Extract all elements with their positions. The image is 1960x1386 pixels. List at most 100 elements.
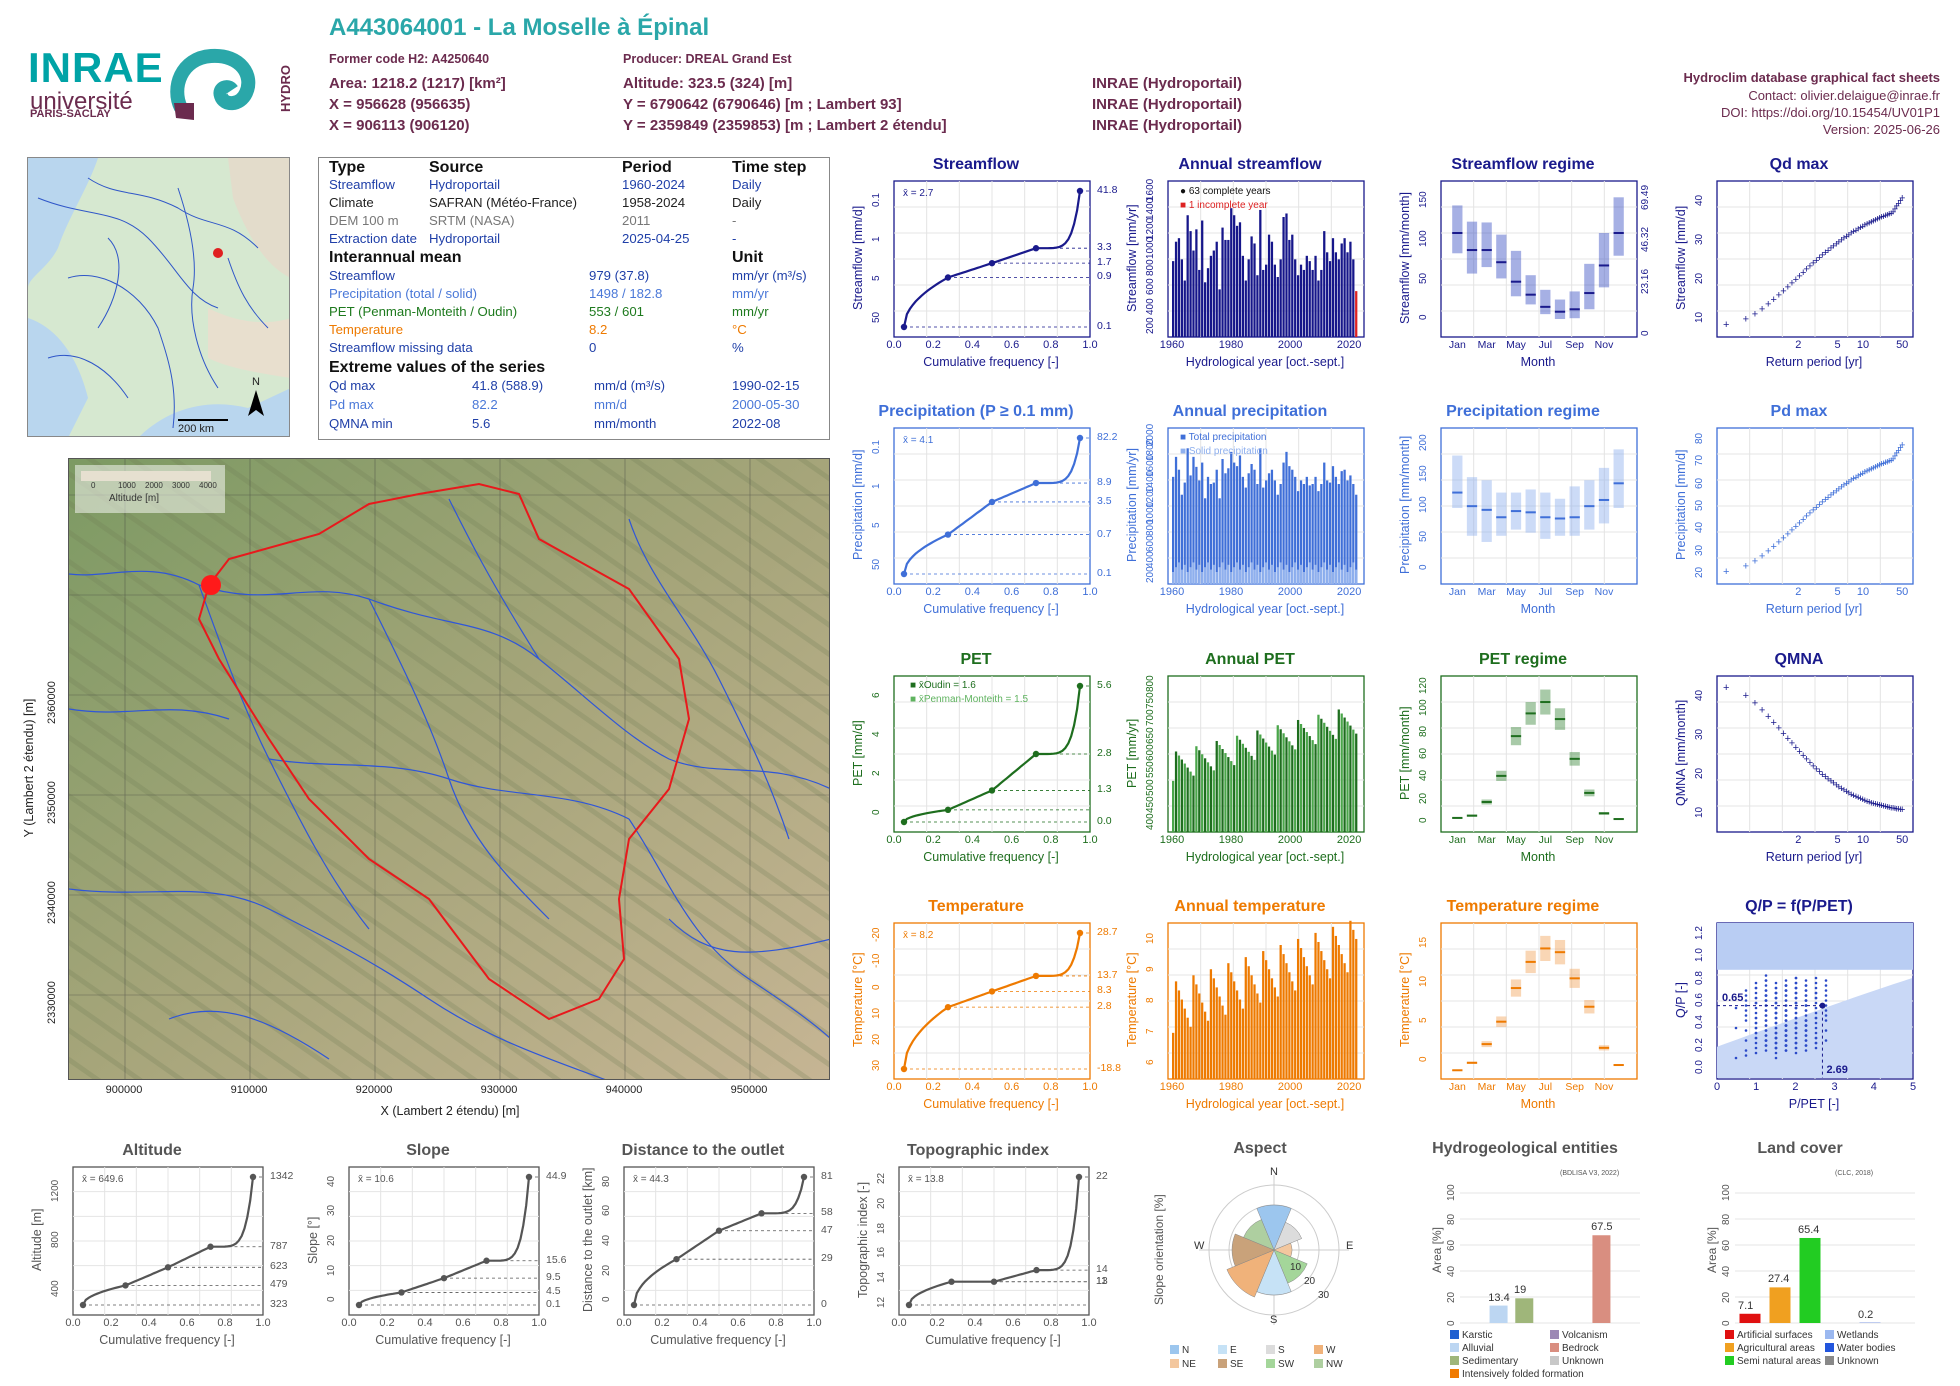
plot-area: [1167, 180, 1365, 338]
qp-point: [1784, 1014, 1788, 1017]
qp-point: [1814, 981, 1818, 985]
rp-point: +: [1855, 470, 1861, 482]
y-tick: 100: [1418, 230, 1429, 247]
plot-area: [893, 675, 1091, 833]
x-tick: Jul: [1538, 339, 1553, 351]
rp-point: +: [1765, 711, 1771, 723]
legend-solid: ■ Solid precipitation: [1180, 446, 1268, 457]
annual-bar: [1285, 963, 1288, 1079]
qp-point: [1764, 1034, 1768, 1037]
interannual-label: Streamflow: [329, 268, 395, 283]
map-x-label: X (Lambert 2 étendu) [m]: [380, 1104, 520, 1118]
x-tick: 0.8: [1043, 1317, 1059, 1329]
qp-point: [1794, 1011, 1798, 1015]
map-y-tick: 2330000: [46, 981, 58, 1024]
rp-point: +: [1890, 453, 1896, 465]
qp-point: [1774, 986, 1778, 990]
annual-bar: [1311, 984, 1314, 1079]
qp-point: [1794, 1006, 1798, 1010]
qp-point: [1754, 986, 1758, 990]
x-tick: Mar: [1477, 1081, 1496, 1093]
annual-bar: [1282, 733, 1285, 832]
annual-bar: [1241, 476, 1245, 584]
rp-point: +: [1878, 459, 1884, 471]
rp-point: +: [1743, 690, 1749, 702]
qp-point: [1804, 1044, 1808, 1047]
x-tick: 0.8: [1043, 1081, 1059, 1093]
bar-value: 0.2: [1858, 1308, 1874, 1321]
rp-point: +: [1892, 803, 1898, 815]
annual-bar: [1177, 238, 1181, 337]
interannual-title: Interannual mean: [329, 249, 462, 266]
rp-point: +: [1793, 742, 1799, 754]
rp-point: +: [1870, 798, 1876, 810]
annual-bar: [1244, 280, 1247, 337]
annual-overlay-bar: [1320, 567, 1323, 584]
annual-bar: [1267, 969, 1271, 1079]
y-tick: 20: [1694, 271, 1705, 284]
qp-point: [1774, 1006, 1778, 1010]
right-tick: 3.3: [1097, 241, 1112, 254]
x-tick: 2000: [1277, 339, 1303, 351]
source-1: INRAE (Hydroportail): [1092, 75, 1242, 92]
france-map-drawing: [28, 158, 289, 436]
rp-point: +: [1874, 460, 1880, 472]
annual-bar: [1352, 729, 1355, 832]
annual-overlay-bar: [1349, 567, 1352, 584]
aspect-legend-E: E: [1218, 1345, 1237, 1356]
annual-bar: [1337, 709, 1340, 832]
y-axis-label: PET [mm/yr]: [1125, 718, 1139, 788]
annual-bar: [1323, 722, 1326, 832]
annual-bar: [1328, 978, 1332, 1079]
x-tick: 0.6: [730, 1317, 746, 1329]
panel-title: Temperature: [928, 898, 1024, 915]
panel-qp: Q/P = f(P/PET) P/PET [-] Q/P [-] 0.65 2.69 0 1…: [1666, 898, 1942, 1146]
rp-point: +: [1888, 802, 1894, 814]
x-tick: 50: [1896, 834, 1909, 846]
annual-overlay-bar: [1224, 569, 1227, 584]
annual-bar: [1305, 476, 1308, 584]
panel-title: Distance to the outlet: [621, 1142, 785, 1159]
annual-bar: [1314, 932, 1317, 1079]
rp-point: +: [1876, 800, 1882, 812]
annual-bar: [1192, 775, 1195, 832]
annual-bar: [1241, 743, 1245, 832]
qp-point: [1784, 1039, 1788, 1042]
database-title: Hydroclim database graphical fact sheets: [1683, 70, 1940, 85]
rp-point: +: [1796, 270, 1802, 282]
qp-point: [1774, 1001, 1778, 1005]
annual-bar: [1346, 972, 1349, 1079]
qp-point: [1754, 1001, 1758, 1005]
qp-point: [1764, 1049, 1768, 1052]
annual-bar: [1326, 969, 1329, 1079]
rp-point: +: [1765, 298, 1771, 310]
qp-value-x: 2.69: [1826, 1064, 1848, 1076]
right-tick: 0: [821, 1298, 827, 1310]
annual-bar: [1209, 766, 1213, 832]
annual-bar: [1276, 996, 1279, 1079]
y-tick: 400: [50, 1280, 61, 1298]
cdf-point: [900, 1065, 908, 1073]
annual-overlay-bar: [1206, 562, 1210, 584]
rp-point: +: [1803, 264, 1809, 276]
qp-point: [1814, 1031, 1818, 1035]
cdf-point: [948, 1278, 955, 1285]
qp-point: [1764, 1019, 1768, 1022]
panel-title: Streamflow regime: [1451, 156, 1595, 173]
annual-bar: [1349, 920, 1352, 1079]
pet-mean-pm: ■ x̄Penman-Monteith = 1.5: [910, 694, 1029, 705]
outlet-marker: [201, 575, 221, 595]
panel-annual_temp: Annual temperature Hydrological year [oct…: [1117, 898, 1393, 1146]
annual-bar: [1355, 291, 1358, 337]
y-tick: 0.1: [871, 192, 882, 207]
rp-point: +: [1872, 214, 1878, 226]
panel-title: PET regime: [1478, 651, 1568, 668]
rp-point: +: [1810, 760, 1816, 772]
annual-bar: [1224, 239, 1227, 337]
legend-Sedimentary: Sedimentary: [1450, 1356, 1518, 1367]
right-tick: 14: [1096, 1263, 1108, 1276]
y-axis-label: Precipitation [mm/d]: [1674, 449, 1688, 561]
annual-overlay-bar: [1311, 569, 1314, 584]
x-tick: 1980: [1218, 834, 1244, 846]
panel-topo: Topographic index Cumulative frequency [-…: [848, 1142, 1118, 1382]
